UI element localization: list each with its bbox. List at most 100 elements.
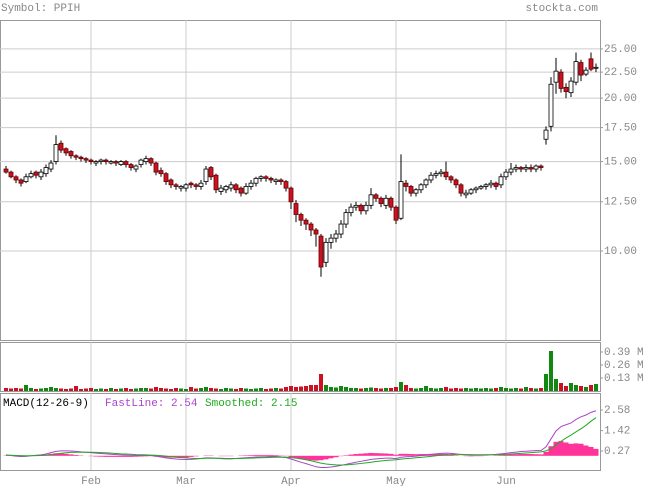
- volume-bar: [44, 388, 48, 391]
- volume-bar: [169, 389, 173, 391]
- volume-bar: [144, 388, 148, 391]
- macd-histogram-bar: [553, 441, 559, 456]
- volume-bar: [284, 387, 288, 391]
- volume-bar: [194, 388, 198, 391]
- volume-bar: [9, 388, 13, 391]
- candle-body: [78, 156, 84, 160]
- macd-histogram-bar: [373, 453, 379, 456]
- y-tick-label: 12.50: [604, 197, 637, 209]
- candle-body: [103, 159, 109, 162]
- candle-body: [298, 214, 304, 221]
- candle-body: [263, 176, 269, 179]
- macd-histogram-bar: [413, 454, 419, 456]
- candle-body: [48, 162, 54, 170]
- volume-bar: [429, 388, 433, 391]
- volume-bar: [499, 387, 503, 391]
- candle-body: [548, 83, 554, 127]
- macd-histogram-bar: [273, 455, 279, 456]
- volume-bar: [319, 374, 323, 391]
- volume-bar: [289, 386, 293, 391]
- candle-body: [583, 69, 589, 75]
- macd-histogram-bar: [543, 451, 549, 456]
- macd-histogram-bar: [528, 454, 534, 456]
- macd-histogram-bar: [368, 452, 374, 456]
- y-tick-label: 20.00: [604, 93, 637, 105]
- volume-bar: [24, 385, 28, 391]
- candle-body: [238, 187, 244, 194]
- macd-histogram-bar: [578, 443, 584, 456]
- volume-bar: [584, 387, 588, 391]
- volume-bar: [54, 388, 58, 391]
- volume-bar: [334, 387, 338, 391]
- candle-body: [588, 58, 594, 70]
- candle-body: [3, 168, 9, 173]
- volume-bar: [149, 388, 153, 391]
- candle-body: [133, 165, 139, 170]
- volume-bar: [534, 388, 538, 391]
- y-tick-label: 0.39 M: [604, 347, 644, 359]
- candle-body: [203, 168, 209, 182]
- macd-histogram-bar: [393, 454, 399, 456]
- macd-histogram-bar: [298, 455, 304, 460]
- candle-body: [508, 168, 514, 173]
- volume-bar: [364, 388, 368, 391]
- candle-body: [283, 181, 289, 189]
- volume-bar: [309, 385, 313, 391]
- volume-bar: [354, 388, 358, 391]
- macd-histogram-bar: [523, 454, 529, 456]
- candle-body: [53, 144, 59, 162]
- volume-bar: [504, 388, 508, 391]
- volume-bar: [49, 387, 53, 391]
- candle-body: [223, 186, 229, 191]
- candle-body: [163, 173, 169, 182]
- macd-histogram-bar: [558, 441, 564, 456]
- volume-bar: [489, 388, 493, 391]
- macd-histogram-bar: [318, 455, 324, 461]
- volume-bar: [269, 388, 273, 391]
- volume-bar: [324, 385, 328, 391]
- legend-entry: FastLine: 2.54: [105, 398, 198, 410]
- macd-histogram-bar: [113, 455, 119, 457]
- candle-body: [93, 161, 99, 164]
- volume-bar: [219, 389, 223, 391]
- macd-line: [6, 417, 597, 466]
- candle-body: [498, 176, 504, 186]
- volume-bar: [509, 388, 513, 391]
- candle-body: [358, 204, 364, 212]
- candle-body: [18, 179, 24, 184]
- candle-body: [478, 186, 484, 189]
- volume-bar: [264, 389, 268, 391]
- candle-body: [383, 197, 389, 206]
- candle-body: [433, 173, 439, 176]
- candle-body: [483, 184, 489, 187]
- candle-body: [373, 194, 379, 199]
- volume-bar: [104, 389, 108, 391]
- candle-body: [463, 192, 469, 196]
- macd-histogram-bar: [398, 453, 404, 456]
- candle-body: [293, 203, 299, 215]
- candle-body: [288, 187, 294, 203]
- volume-bar: [274, 388, 278, 391]
- y-tick-label: 0.27: [604, 446, 630, 458]
- volume-bar: [84, 388, 88, 391]
- x-tick-label: Jun: [496, 476, 516, 486]
- candle-body: [38, 171, 44, 178]
- candle-body: [228, 184, 234, 189]
- candle-body: [208, 167, 214, 178]
- macd-histogram-bar: [323, 455, 329, 460]
- macd-histogram-bar: [513, 454, 519, 456]
- candle-body: [258, 176, 264, 179]
- volume-bar: [139, 388, 143, 391]
- volume-bar: [304, 386, 308, 391]
- macd-histogram-bar: [408, 454, 414, 456]
- macd-histogram-bar: [58, 453, 64, 456]
- candle-body: [73, 155, 79, 158]
- volume-bar: [434, 388, 438, 391]
- macd-histogram-bar: [533, 454, 539, 456]
- candle-body: [363, 204, 369, 212]
- candle-body: [538, 165, 544, 168]
- volume-bar: [174, 388, 178, 391]
- candle-body: [98, 159, 104, 162]
- volume-bar: [589, 385, 593, 391]
